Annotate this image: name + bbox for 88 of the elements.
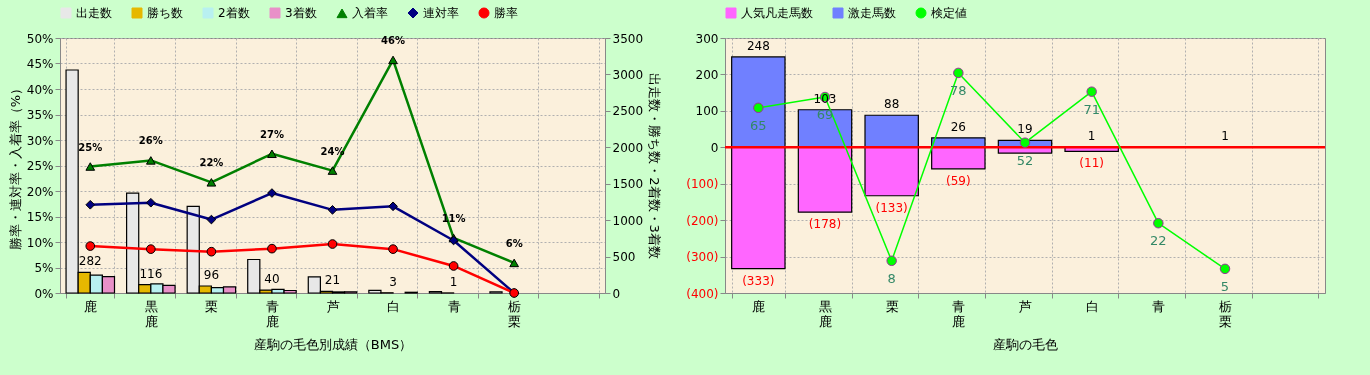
data-label: 19 xyxy=(1017,122,1033,137)
legend-label: 検定値 xyxy=(931,6,967,20)
x-axis-title: 産駒の毛色別成績（BMS） xyxy=(253,336,413,352)
x-tick-label: 栗 xyxy=(885,298,899,314)
x-tick-label: 青鹿 xyxy=(952,298,966,329)
data-label: 52 xyxy=(1016,152,1034,168)
y-tick-label: 20% xyxy=(26,184,54,199)
legend-label: 勝ち数 xyxy=(147,6,183,20)
x-tick-label: 黒鹿 xyxy=(144,298,158,329)
x-tick-label: 黒鹿 xyxy=(819,298,832,329)
y-tick-label: 35% xyxy=(26,108,54,122)
data-label: 69 xyxy=(816,107,834,123)
data-label: (133) xyxy=(875,200,908,215)
x-tick-label: 青鹿 xyxy=(265,298,279,329)
data-label: 40 xyxy=(264,272,280,287)
data-label: (333) xyxy=(742,273,775,288)
y-axis-title: 勝率・連対率・入着率（%） xyxy=(7,81,23,251)
data-label: (178) xyxy=(808,217,842,232)
data-label: 1 xyxy=(1221,128,1229,143)
legend-label: 人気凡走馬数 xyxy=(741,6,813,20)
data-label: 26% xyxy=(138,135,163,147)
x-tick-label: 白 xyxy=(387,298,401,314)
data-label: 46% xyxy=(381,34,406,46)
data-label: 1 xyxy=(449,274,458,289)
x-axis-title: 産駒の毛色 xyxy=(993,336,1058,352)
x-tick-label: 栗 xyxy=(205,298,219,314)
y-tick-label: (400) xyxy=(686,286,719,301)
y2-tick-label: 1000 xyxy=(612,213,644,228)
x-tick-label: 青 xyxy=(1152,298,1166,314)
y-tick-label: 50% xyxy=(26,31,54,46)
y2-tick-label: 2000 xyxy=(612,140,644,155)
y2-tick-label: 500 xyxy=(612,250,636,265)
x-tick-label: 白 xyxy=(1085,298,1099,314)
data-label: 65 xyxy=(750,117,767,133)
x-tick-label: 鹿 xyxy=(752,298,766,314)
x-tick-label: 栃栗 xyxy=(1219,298,1232,329)
legend-label: 連対率 xyxy=(423,6,459,20)
y-tick-label: 15% xyxy=(26,210,54,224)
data-label: 3 xyxy=(389,274,397,289)
y2-axis-title: 出走数・勝ち数・2着数・3着数 xyxy=(647,73,663,259)
data-label: 1 xyxy=(1087,128,1096,143)
data-label: 5 xyxy=(1220,278,1230,294)
data-label: 248 xyxy=(746,38,770,53)
y-tick-label: 300 xyxy=(695,31,719,46)
data-label: 21 xyxy=(324,273,341,288)
y2-tick-label: 1500 xyxy=(612,177,644,192)
data-label: 22% xyxy=(199,157,224,169)
data-label: 71 xyxy=(1083,101,1100,117)
data-label: (59) xyxy=(946,173,971,188)
data-label: 8 xyxy=(887,270,896,286)
data-label: 27% xyxy=(259,128,284,140)
y-tick-label: (200) xyxy=(686,213,719,228)
data-label: (11) xyxy=(1079,156,1104,171)
data-label: 6% xyxy=(505,237,523,249)
y2-tick-label: 3500 xyxy=(612,31,644,46)
y2-tick-label: 3000 xyxy=(612,67,644,82)
legend-label: 入着率 xyxy=(352,6,388,21)
data-label: 25% xyxy=(78,141,103,153)
data-label: 96 xyxy=(203,268,220,283)
y-tick-label: 45% xyxy=(26,57,54,71)
legend-label: 激走馬数 xyxy=(848,6,896,20)
x-tick-label: 芦 xyxy=(1019,298,1032,314)
y2-tick-label: 0 xyxy=(612,286,621,301)
y-tick-label: 5% xyxy=(34,261,54,275)
x-tick-label: 栃栗 xyxy=(508,298,522,329)
data-label: 88 xyxy=(884,97,900,112)
y-tick-label: 25% xyxy=(26,159,54,173)
data-label: 282 xyxy=(78,254,102,269)
x-tick-label: 青 xyxy=(447,298,461,314)
y-tick-label: (300) xyxy=(686,250,719,265)
y-tick-label: 200 xyxy=(695,67,719,82)
y-tick-label: (100) xyxy=(686,177,719,192)
legend-label: 2着数 xyxy=(218,6,250,20)
y-tick-label: 10% xyxy=(26,235,54,250)
legend-label: 3着数 xyxy=(285,6,317,20)
x-tick-label: 芦 xyxy=(326,298,340,314)
data-label: 22 xyxy=(1150,233,1167,249)
y-tick-label: 0% xyxy=(34,286,54,301)
data-label: 116 xyxy=(139,266,163,281)
y2-tick-label: 2500 xyxy=(612,104,644,119)
legend-label: 出走数 xyxy=(76,6,112,20)
legend-label: 勝率 xyxy=(494,6,518,20)
y-tick-label: 30% xyxy=(26,133,54,148)
data-label: 26 xyxy=(950,119,966,134)
y-tick-label: 40% xyxy=(26,82,54,97)
y-tick-label: 0 xyxy=(710,140,719,155)
x-tick-label: 鹿 xyxy=(84,298,98,314)
y-tick-label: 100 xyxy=(695,104,719,119)
